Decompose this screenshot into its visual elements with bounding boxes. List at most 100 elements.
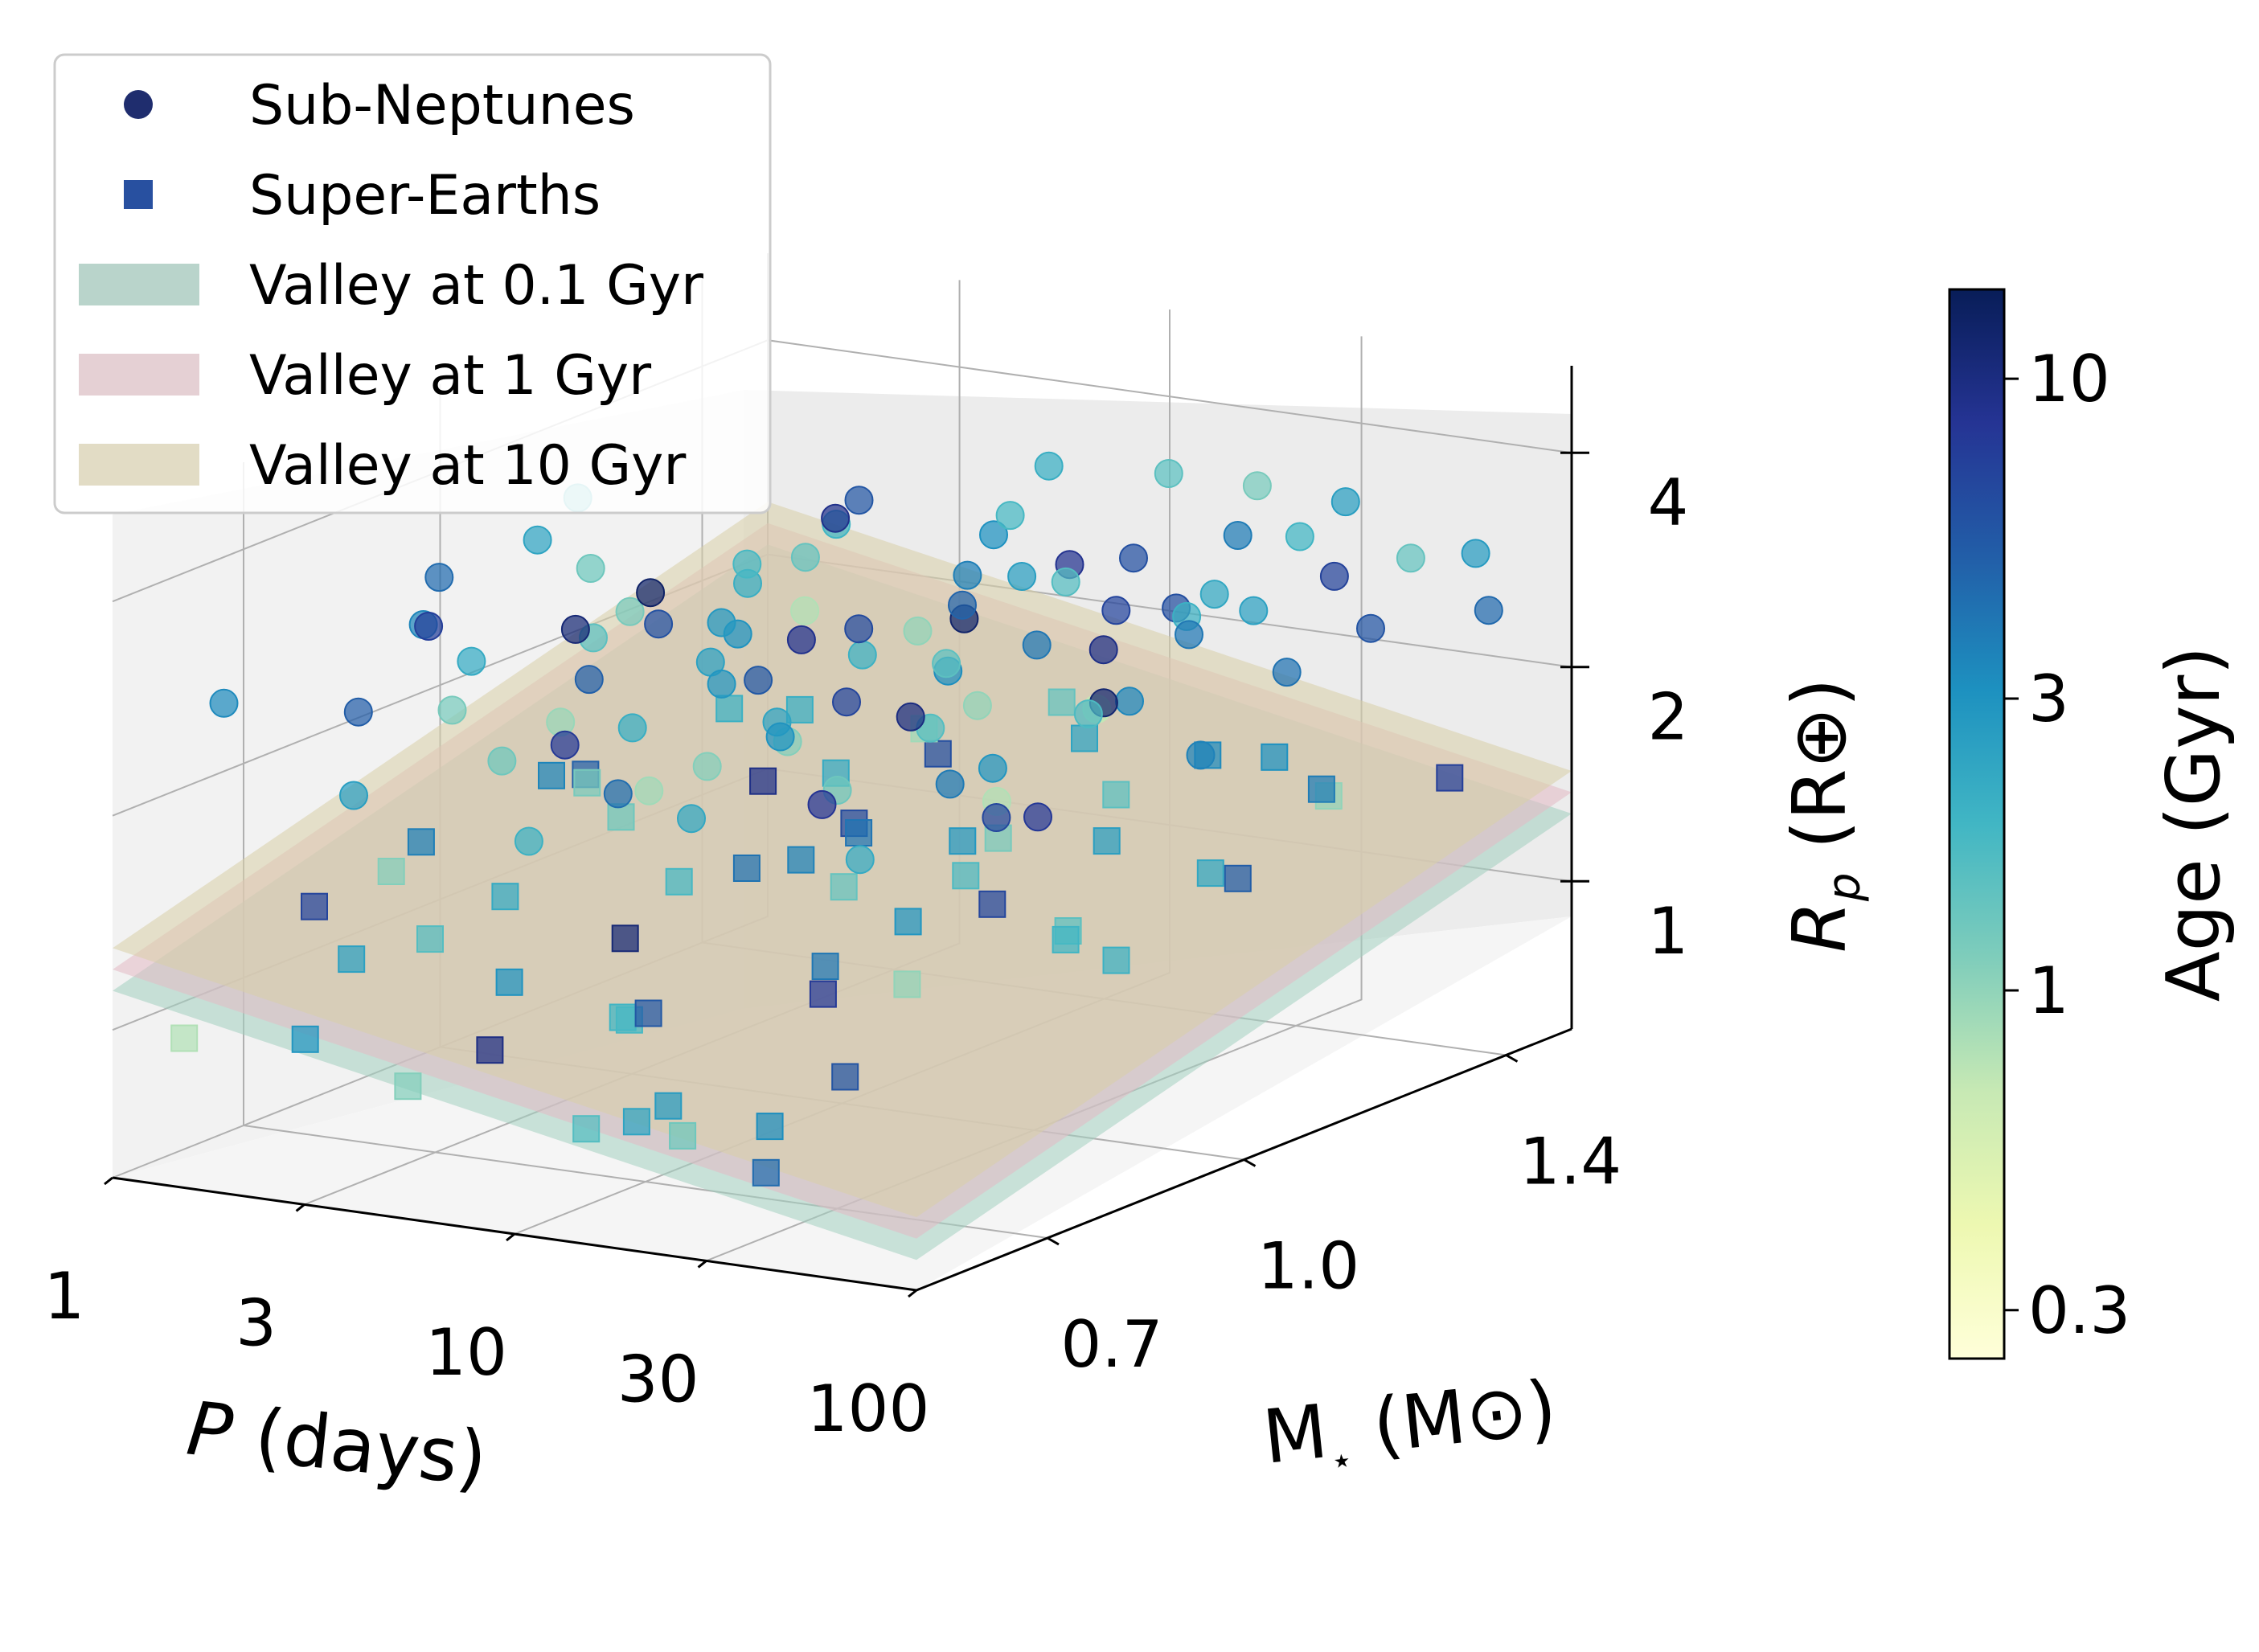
legend-label: Super-Earths (249, 164, 601, 228)
x-tick (506, 1232, 515, 1242)
sub-neptune-point (962, 691, 992, 720)
sub-neptune-point (1023, 802, 1052, 832)
sub-neptune-point (523, 525, 552, 555)
z-tick-label: 2 (1648, 680, 1689, 755)
sub-neptune-point (209, 688, 239, 718)
sub-neptune-point (692, 752, 722, 781)
super-earth-point (573, 769, 601, 797)
super-earth-point (491, 883, 519, 911)
super-earth-point (407, 828, 435, 856)
sub-neptune-point (603, 779, 633, 809)
sub-neptune-point (1051, 567, 1080, 596)
sub-neptune-point (1285, 522, 1314, 551)
sub-neptune-point (1461, 539, 1490, 568)
super-earth-point (1071, 724, 1098, 752)
sub-neptune-point (550, 730, 580, 760)
sub-neptune-point (487, 746, 517, 776)
sub-neptune-point (414, 612, 444, 641)
sub-neptune-point (821, 503, 851, 533)
super-earth-point (1224, 864, 1252, 892)
super-earth-point (1307, 775, 1335, 803)
sub-neptune-point (1242, 471, 1272, 501)
y-tick-label: 1.4 (1519, 1125, 1621, 1199)
super-earth-point (338, 945, 366, 974)
legend-entries: Sub-Neptunes Super-Earths Valley at 0.1 Gy… (79, 74, 703, 498)
sub-neptune-point (514, 826, 543, 856)
sub-neptune-point (1239, 596, 1269, 625)
super-earth-point (1436, 764, 1464, 792)
y-tick (1047, 1236, 1060, 1246)
super-earth-point (170, 1024, 199, 1052)
sub-neptune-point (634, 776, 664, 806)
super-earth-point (978, 890, 1007, 918)
sub-neptune-point (932, 649, 961, 678)
sub-neptune-point (707, 608, 736, 637)
legend-marker-patch (79, 444, 199, 486)
legend-frame (53, 53, 772, 514)
legend-marker-patch (79, 264, 199, 305)
x-tick-label: 100 (807, 1371, 930, 1446)
super-earth-point (809, 980, 837, 1008)
sub-neptune-point (1022, 630, 1052, 660)
super-earth-point (952, 862, 980, 890)
legend-label: Valley at 1 Gyr (249, 344, 651, 408)
super-earth-point (924, 740, 952, 768)
super-earth-point (622, 1108, 650, 1136)
scatter-points (170, 451, 1503, 1187)
sub-neptune-point (896, 702, 925, 732)
super-earth-point (785, 695, 814, 724)
sub-neptune-point (457, 646, 486, 676)
super-earth-point (665, 867, 693, 896)
super-earth-point (1052, 925, 1080, 953)
sub-neptune-point (844, 614, 874, 644)
sub-neptune-point (786, 625, 816, 654)
super-earth-point (749, 767, 777, 795)
super-earth-point (538, 761, 565, 789)
z-tick-label: 4 (1648, 465, 1689, 540)
sub-neptune-point (644, 609, 674, 639)
super-earth-point (1196, 859, 1224, 887)
sub-neptune-point (948, 590, 977, 620)
sub-neptune-point (1073, 699, 1103, 729)
super-earth-point (495, 968, 523, 996)
legend-marker-patch (79, 354, 199, 396)
super-earth-point (949, 827, 977, 855)
colorbar-tick-label: 0.3 (2028, 1273, 2130, 1348)
super-earth-point (476, 1036, 504, 1064)
sub-neptune-point (765, 722, 795, 752)
super-earth-point (611, 924, 639, 953)
x-tick-label: 10 (425, 1315, 507, 1390)
x-tick-label: 1 (44, 1259, 85, 1334)
colorbar-tick-label: 3 (2028, 662, 2069, 736)
axes: 1 3 10 30 100 0.7 1.0 1.4 1 2 4 (44, 366, 1689, 1446)
sub-neptune-point (832, 687, 861, 717)
super-earth-point (1261, 743, 1289, 771)
sub-neptune-point (1319, 561, 1349, 591)
x-tick (697, 1260, 707, 1269)
legend-label: Valley at 10 Gyr (249, 434, 686, 498)
sub-neptune-point (978, 753, 1007, 783)
sub-neptune-point (1356, 613, 1385, 643)
super-earth-point (756, 1113, 784, 1141)
sub-neptune-point (903, 616, 933, 646)
super-earth-point (894, 908, 922, 936)
y-tick-label: 0.7 (1060, 1307, 1162, 1382)
colorbar: 0.3 1 3 10 Age (Gyr) (1948, 288, 2236, 1360)
x-tick (295, 1203, 305, 1212)
super-earth-point (301, 892, 328, 920)
sub-neptune-point (424, 563, 454, 592)
super-earth-point (1093, 827, 1121, 855)
sub-neptune-point (790, 543, 820, 572)
x-tick-label: 3 (236, 1285, 277, 1360)
sub-neptune-point (935, 769, 965, 799)
sub-neptune-point (617, 713, 647, 743)
super-earth-point (845, 819, 873, 846)
super-earth-point (732, 855, 761, 882)
super-earth-point (377, 858, 405, 885)
x-axis-label: P (days) (183, 1385, 491, 1502)
super-earth-point (1102, 946, 1130, 974)
super-earth-point (291, 1025, 319, 1053)
colorbar-gradient (1948, 288, 2006, 1360)
sub-neptune-point (995, 501, 1025, 531)
super-earth-point (394, 1072, 422, 1101)
